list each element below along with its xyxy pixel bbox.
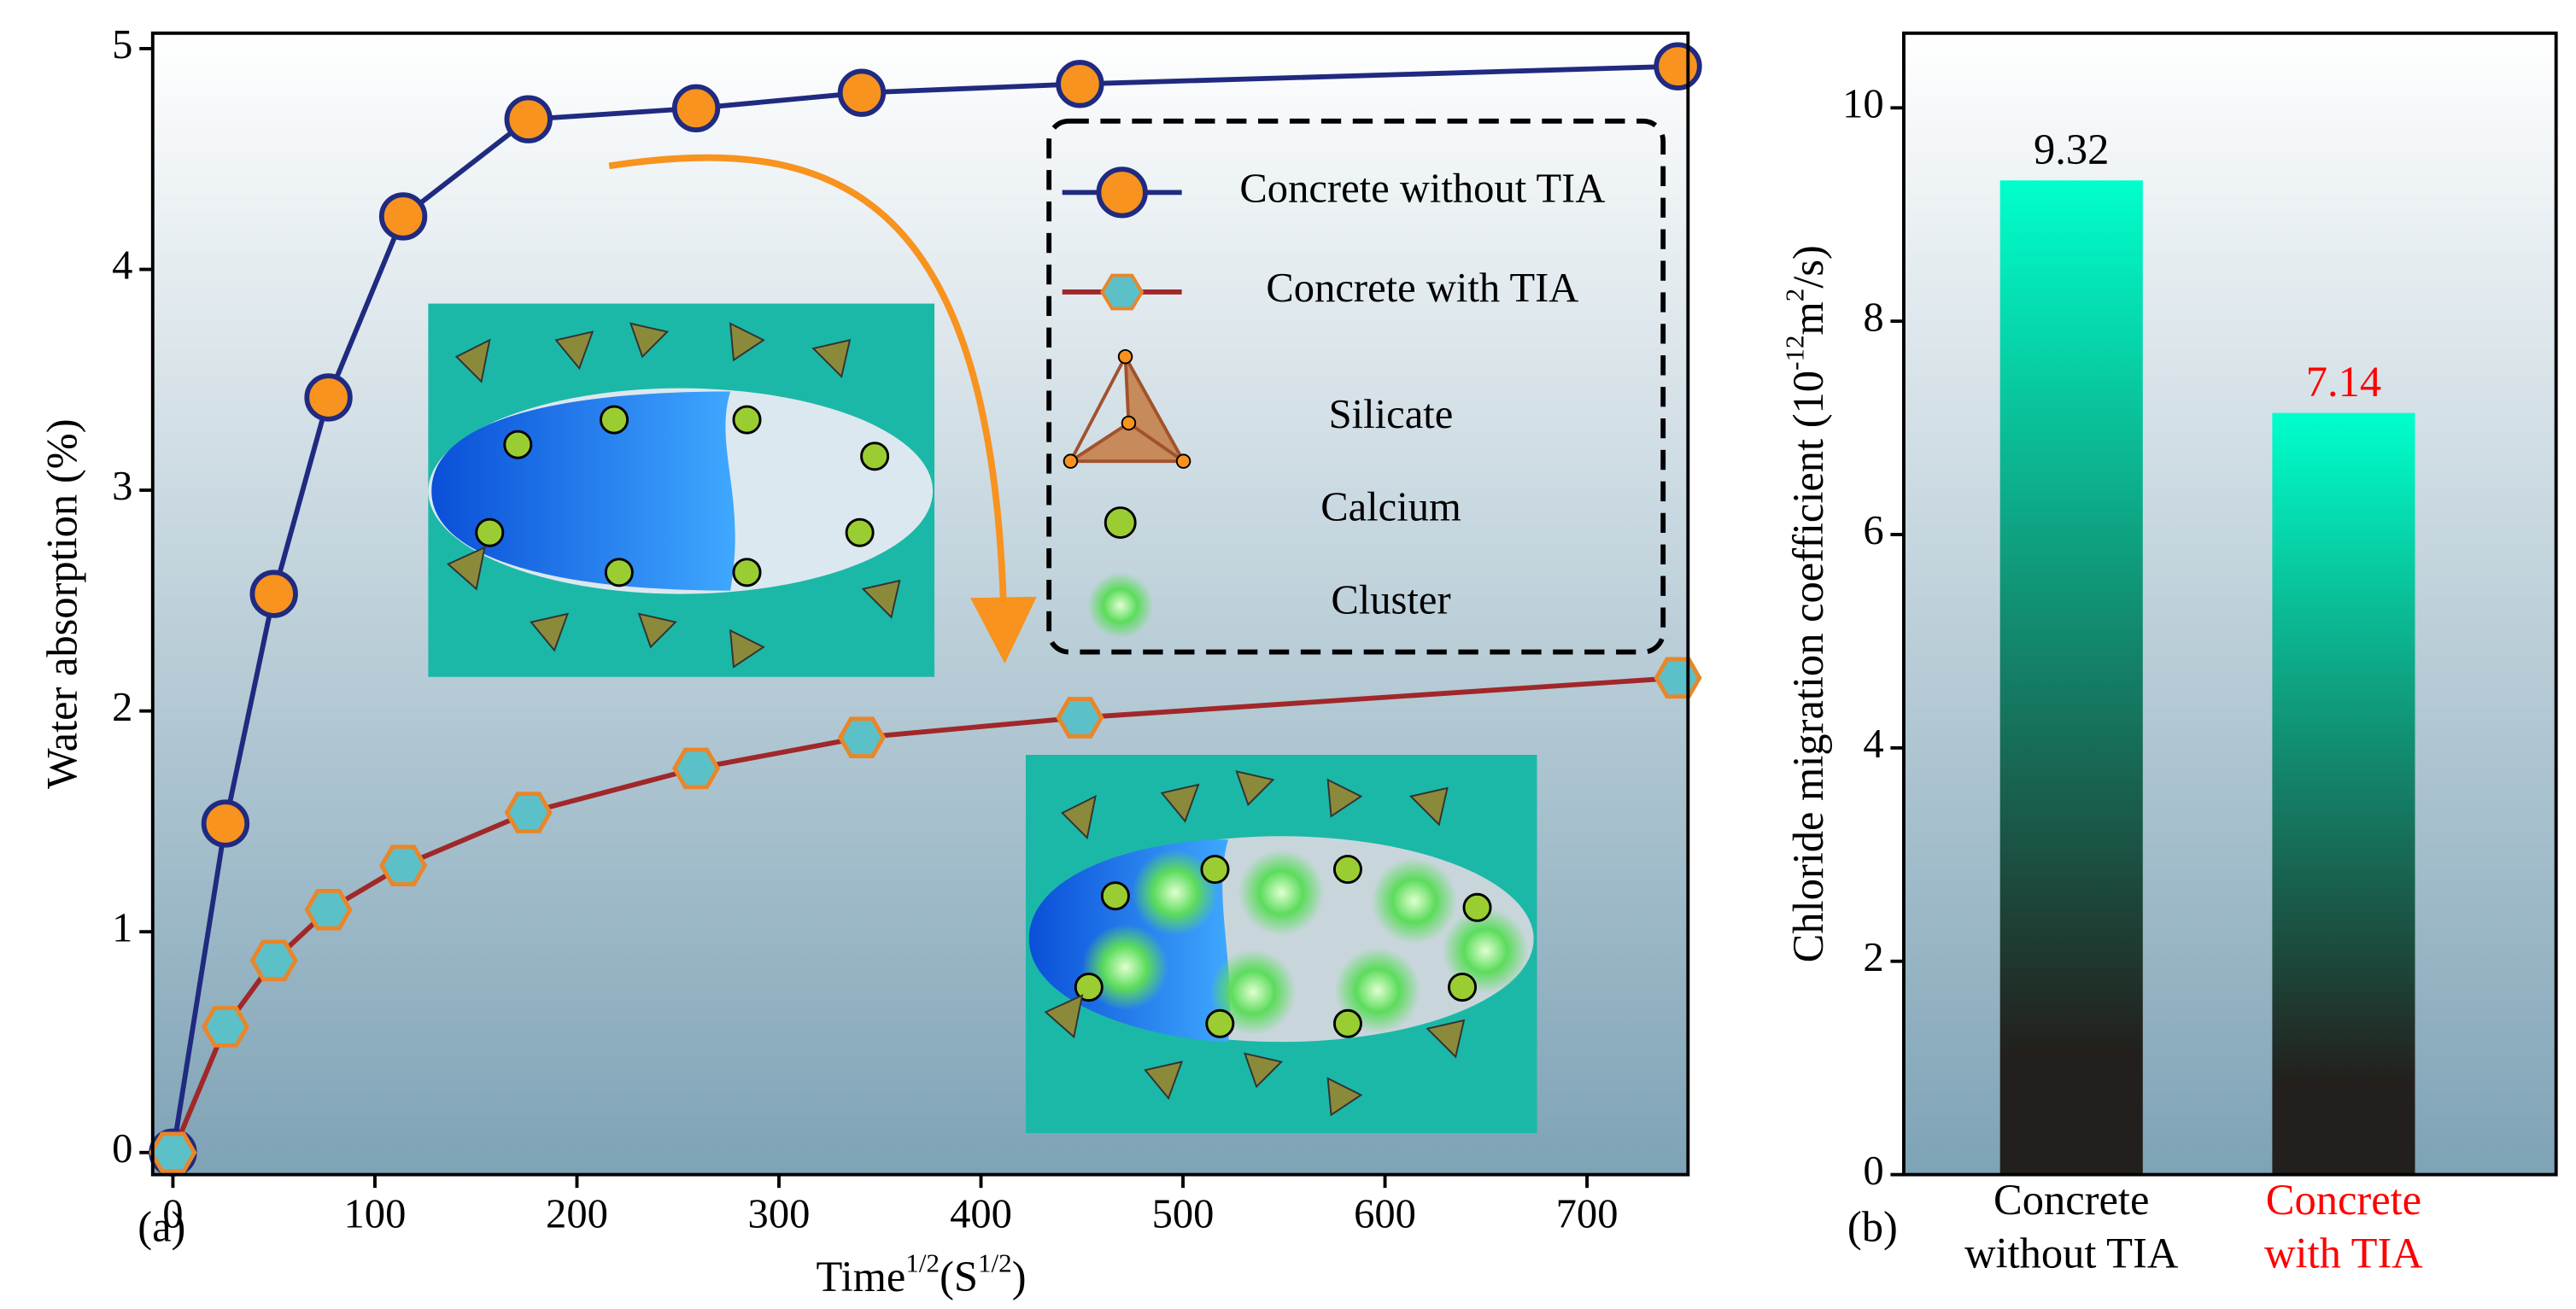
y-tick-label: 2 bbox=[112, 684, 132, 730]
y-label-part: m bbox=[1784, 301, 1832, 335]
legend-label: Cluster bbox=[1331, 576, 1450, 622]
legend-label: Concrete with TIA bbox=[1266, 265, 1578, 311]
y-label-part: Chloride migration coefficient (10 bbox=[1784, 371, 1832, 962]
marker bbox=[304, 373, 353, 422]
marker bbox=[249, 939, 298, 982]
marker bbox=[304, 889, 353, 931]
y-tick-label: 2 bbox=[1863, 934, 1883, 980]
y-tick-label: 0 bbox=[112, 1125, 132, 1172]
marker bbox=[671, 84, 721, 132]
panel-label: (a) bbox=[138, 1202, 185, 1250]
x-tick-label: 100 bbox=[344, 1190, 407, 1236]
legend-label: Concrete without TIA bbox=[1239, 166, 1605, 212]
x-tick-label: 700 bbox=[1556, 1190, 1619, 1236]
value-label: 9.32 bbox=[2034, 126, 2109, 173]
x-label-part: ) bbox=[1012, 1253, 1027, 1300]
y-tick-label: 4 bbox=[112, 243, 132, 289]
series-line bbox=[170, 675, 1678, 1154]
x-tick-label: without TIA bbox=[1964, 1229, 2179, 1277]
y-label-sup: 2 bbox=[1780, 289, 1810, 302]
value-label: 7.14 bbox=[2306, 358, 2381, 406]
y-tick-label: 6 bbox=[1863, 507, 1883, 553]
series-line bbox=[170, 63, 1678, 1154]
marker bbox=[201, 799, 250, 848]
marker bbox=[1654, 657, 1702, 699]
x-tick-label: Concrete bbox=[2266, 1176, 2421, 1224]
inset-bottom bbox=[1025, 755, 1537, 1134]
legend-symbols bbox=[1062, 167, 1191, 640]
x-label-part: (S bbox=[940, 1253, 978, 1300]
legend-label: Silicate bbox=[1329, 391, 1454, 437]
x-tick-label: 400 bbox=[950, 1190, 1012, 1236]
y-tick-label: 4 bbox=[1863, 721, 1883, 767]
marker bbox=[1056, 697, 1104, 739]
y-tick-label: 5 bbox=[112, 21, 132, 67]
panel-label: (b) bbox=[1847, 1202, 1898, 1250]
y-label-part: /s) bbox=[1784, 245, 1832, 289]
legend-box bbox=[1046, 118, 1666, 655]
x-tick-label: Concrete bbox=[1993, 1176, 2149, 1224]
x-tick-label: 0 bbox=[162, 1190, 183, 1236]
y-axis-label: Water absorption (%) bbox=[38, 418, 85, 789]
legend-label: Calcium bbox=[1320, 484, 1461, 530]
x-tick-label: 300 bbox=[748, 1190, 811, 1236]
x-label-sup: 1/2 bbox=[978, 1248, 1012, 1278]
bar bbox=[2272, 412, 2415, 1175]
bar bbox=[1999, 180, 2143, 1175]
marker bbox=[837, 716, 887, 758]
marker bbox=[378, 192, 428, 241]
marker bbox=[671, 747, 721, 790]
marker bbox=[1654, 42, 1702, 91]
y-tick-label: 8 bbox=[1863, 294, 1883, 340]
x-axis-label: Time1/2(S1/2) bbox=[817, 1248, 1027, 1300]
y-tick-label: 3 bbox=[112, 463, 132, 509]
y-axis-label: Chloride migration coefficient (10-12m2/… bbox=[1780, 245, 1832, 962]
marker bbox=[201, 1006, 249, 1048]
x-tick-label: with TIA bbox=[2264, 1229, 2423, 1277]
x-tick-label: 500 bbox=[1152, 1190, 1215, 1236]
marker bbox=[1056, 60, 1104, 108]
y-tick-label: 1 bbox=[112, 904, 132, 950]
axes-frame bbox=[1902, 31, 2558, 1177]
arrow bbox=[608, 154, 1037, 664]
marker bbox=[379, 844, 428, 886]
y-tick-label: 10 bbox=[1842, 80, 1884, 126]
x-tick-label: 200 bbox=[546, 1190, 608, 1236]
axes-frame bbox=[150, 31, 1690, 1177]
marker bbox=[504, 95, 553, 143]
y-label-sup: -12 bbox=[1780, 336, 1810, 371]
marker bbox=[249, 570, 298, 618]
y-tick-label: 0 bbox=[1863, 1148, 1883, 1194]
marker bbox=[149, 1131, 197, 1174]
x-label-sup: 1/2 bbox=[905, 1248, 940, 1278]
plot-layer: 0 100 200 300 400 500 600 700 0 1 2 3 4 5 0 2 4 6 8 10 9.32 C… bbox=[112, 21, 2558, 1277]
marker bbox=[504, 792, 553, 833]
x-tick-label: 600 bbox=[1354, 1190, 1416, 1236]
marker bbox=[837, 68, 887, 117]
x-label-part: Time bbox=[817, 1253, 906, 1300]
inset-top bbox=[428, 303, 935, 677]
